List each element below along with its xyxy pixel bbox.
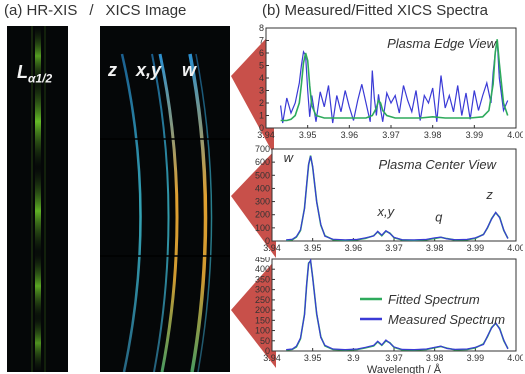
panel-a-title-xics: XICS Image — [105, 2, 187, 19]
y-tick-label: 150 — [255, 315, 270, 325]
xics-arc-w — [188, 53, 208, 372]
x-tick-label: 3.95 — [299, 130, 317, 140]
y-tick-label: 250 — [255, 295, 270, 305]
xics-arc-z — [120, 53, 142, 372]
x-tick-label: 3.97 — [385, 353, 403, 363]
x-tick-label: 4.00 — [507, 130, 523, 140]
plot-frame — [265, 27, 517, 129]
y-tick-label: 700 — [255, 145, 270, 154]
xics-label-xy: x,y — [136, 60, 162, 80]
xics-arc-xy-1 — [151, 53, 170, 372]
x-tick-label: 3.94 — [257, 130, 275, 140]
series-line-measured — [280, 40, 509, 124]
y-tick-label: 7 — [259, 36, 264, 46]
spectrum-plot-edge: 0 1 2 3 4 5 6 7 8 3.94 3.95 3.96 3.97 3.98 3.99 4.00 Pla… — [257, 24, 523, 140]
y-tick-label: 300 — [255, 285, 270, 295]
legend-label: Measured Spectrum — [388, 312, 505, 327]
y-tick-label: 450 — [255, 257, 270, 264]
y-tick-label: 500 — [255, 170, 270, 180]
x-tick-label: 3.99 — [467, 353, 485, 363]
y-tick-label: 8 — [259, 24, 264, 33]
y-tick-label: 0 — [259, 123, 264, 133]
xics-image-graphic — [100, 53, 230, 372]
hr-xis-image: Lα1/2 — [7, 26, 68, 372]
hr-xis-image-graphic — [31, 26, 46, 372]
x-tick-label: 3.94 — [263, 243, 281, 253]
y-tick-label: 4 — [259, 73, 264, 83]
spectrum-plot-center: 0 100 200 300 400 500 600 700 3.94 3.95 3.96 3.97 3.… — [255, 145, 523, 253]
x-tick-label: 4.00 — [507, 243, 523, 253]
x-axis-label: Wavelength / Å — [367, 363, 442, 374]
plot-title: Plasma Edge View — [387, 36, 497, 51]
x-tick-label: 4.00 — [507, 353, 523, 363]
xics-label-w: w — [182, 60, 197, 80]
series-line-fitted — [280, 39, 509, 122]
y-tick-label: 100 — [255, 223, 270, 233]
x-tick-label: 3.97 — [382, 130, 400, 140]
y-tick-label: 6 — [259, 48, 264, 58]
y-tick-label: 400 — [255, 183, 270, 193]
peak-label: z — [485, 187, 493, 202]
x-tick-label: 3.96 — [345, 243, 363, 253]
x-tick-label: 3.95 — [304, 353, 322, 363]
hr-xis-line-label: Lα1/2 — [17, 62, 52, 86]
xics-arc-xy-2 — [158, 53, 179, 372]
panel-a-title-hrxis: (a) HR-XIS — [4, 2, 78, 19]
x-tick-label: 3.98 — [426, 353, 444, 363]
series-line-measured — [286, 155, 509, 241]
x-tick-label: 3.96 — [341, 130, 359, 140]
x-tick-label: 3.99 — [466, 130, 484, 140]
l-alpha-subscript: α1/2 — [28, 71, 53, 86]
peak-label: q — [435, 209, 443, 224]
y-tick-label: 400 — [255, 264, 270, 274]
y-tick-label: 50 — [260, 336, 270, 346]
x-tick-label: 3.94 — [263, 353, 281, 363]
y-tick-label: 5 — [259, 61, 264, 71]
y-tick-label: 0 — [265, 236, 270, 246]
x-tick-label: 3.98 — [424, 130, 442, 140]
arrow-center-view — [231, 149, 276, 258]
hr-xis-line-segments — [31, 26, 46, 372]
y-tick-label: 1 — [259, 111, 264, 121]
x-tick-label: 3.95 — [304, 243, 322, 253]
panel-a-header: (a) HR-XIS / XICS Image — [4, 2, 186, 19]
x-tick-label: 3.9 — [347, 353, 360, 363]
y-tick-label: 3 — [259, 86, 264, 96]
header-separator: / — [89, 2, 94, 19]
x-tick-label: 3.99 — [467, 243, 485, 253]
y-tick-label: 200 — [255, 210, 270, 220]
y-tick-label: 200 — [255, 305, 270, 315]
x-tick-label: 3.98 — [426, 243, 444, 253]
y-tick-label: 2 — [259, 98, 264, 108]
x-tick-label: 3.97 — [385, 243, 403, 253]
peak-label: x,y — [377, 204, 396, 219]
xics-label-z: z — [108, 60, 117, 80]
legend-label: Fitted Spectrum — [388, 292, 480, 307]
xics-image: z x,y w — [100, 26, 230, 372]
arrow-edge-view — [231, 30, 274, 155]
panel-b-header: (b) Measured/Fitted XICS Spectra — [262, 2, 488, 19]
y-tick-label: 600 — [255, 157, 270, 167]
series-line-measured — [286, 258, 509, 351]
peak-label: w — [284, 150, 295, 165]
l-alpha-symbol: L — [17, 62, 28, 82]
y-tick-label: 300 — [255, 197, 270, 207]
y-tick-label: 100 — [255, 326, 270, 336]
y-tick-label: 350 — [255, 274, 270, 284]
plot-title: Plasma Center View — [378, 157, 497, 172]
y-tick-label: 0 — [265, 346, 270, 356]
arrow-full-view — [231, 259, 276, 368]
